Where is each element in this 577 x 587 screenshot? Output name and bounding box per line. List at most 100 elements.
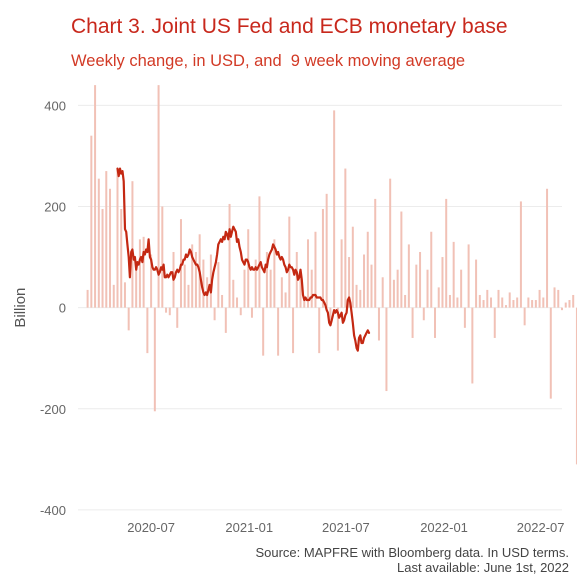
weekly-change-bar: [351, 226, 354, 308]
weekly-change-bar: [471, 307, 474, 384]
weekly-change-bar: [415, 264, 418, 308]
weekly-change-bar: [254, 259, 257, 308]
weekly-change-bar: [116, 168, 119, 308]
weekly-change-bar: [348, 257, 351, 308]
weekly-change-bar: [404, 294, 407, 308]
weekly-change-bar: [355, 284, 358, 308]
weekly-change-bar: [534, 300, 537, 308]
weekly-change-bar: [501, 297, 504, 308]
weekly-change-bar: [243, 269, 246, 308]
weekly-change-bar: [262, 307, 265, 356]
y-tick-label: -400: [40, 503, 66, 518]
weekly-change-bar: [321, 209, 324, 308]
weekly-change-bar: [437, 287, 440, 308]
weekly-change-bar: [258, 196, 261, 308]
weekly-change-bar: [303, 300, 306, 308]
weekly-change-bar: [202, 259, 205, 308]
weekly-change-bar: [359, 289, 362, 308]
weekly-change-bar: [120, 209, 123, 308]
weekly-change-bar: [564, 302, 567, 308]
chart-title: Chart 3. Joint US Fed and ECB monetary b…: [71, 15, 508, 38]
weekly-change-bar: [568, 300, 571, 308]
chart-subtitle: Weekly change, in USD, and 9 week moving…: [71, 52, 466, 70]
y-tick-label: 200: [44, 199, 66, 214]
weekly-change-bar: [546, 188, 549, 308]
weekly-change-bar: [445, 198, 448, 308]
weekly-change-bar: [392, 279, 395, 308]
weekly-change-bar: [460, 269, 463, 308]
weekly-change-bar: [497, 289, 500, 308]
weekly-change-bar: [247, 229, 250, 308]
weekly-change-bar: [176, 307, 179, 328]
weekly-change-bar: [168, 307, 171, 316]
x-tick-label: 2021-01: [225, 520, 273, 535]
weekly-change-bar: [456, 297, 459, 308]
weekly-change-bar: [288, 216, 291, 308]
weekly-change-bar: [433, 307, 436, 338]
y-tick-label: -200: [40, 402, 66, 417]
weekly-change-bar: [277, 307, 280, 356]
weekly-change-bar: [430, 231, 433, 308]
weekly-change-bar: [86, 289, 89, 308]
weekly-change-bar: [157, 85, 160, 308]
weekly-change-bar: [363, 254, 366, 308]
weekly-change-bar: [292, 307, 295, 354]
weekly-change-bar: [377, 307, 380, 341]
weekly-change-bar: [374, 198, 377, 308]
weekly-change-bar: [527, 297, 530, 308]
weekly-change-bar: [142, 236, 145, 308]
weekly-change-bar: [531, 300, 534, 308]
weekly-change-bar: [295, 251, 298, 308]
weekly-change-bar: [344, 168, 347, 308]
weekly-change-bar: [284, 292, 287, 308]
weekly-change-bar: [150, 254, 153, 308]
x-tick-label: 2021-07: [322, 520, 370, 535]
weekly-change-bar: [165, 307, 168, 313]
x-tick-label: 2020-07: [127, 520, 175, 535]
source-note: Source: MAPFRE with Bloomberg data. In U…: [255, 545, 569, 560]
x-tick-label: 2022-01: [420, 520, 468, 535]
weekly-change-bar: [325, 193, 328, 308]
weekly-change-bar: [138, 239, 141, 308]
weekly-change-bar: [213, 307, 216, 321]
weekly-change-bar: [97, 178, 100, 308]
weekly-change-bar: [553, 287, 556, 308]
weekly-change-bar: [191, 244, 194, 308]
weekly-change-bar: [538, 289, 541, 308]
weekly-change-bar: [90, 135, 93, 308]
weekly-change-bar: [523, 307, 526, 326]
weekly-change-bar: [224, 307, 227, 333]
weekly-change-bar: [340, 239, 343, 308]
weekly-change-bar: [486, 289, 489, 308]
weekly-change-bar: [561, 307, 563, 311]
weekly-change-bar: [94, 85, 97, 308]
weekly-change-bar: [127, 307, 130, 331]
weekly-change-bar: [411, 307, 414, 338]
weekly-change-bar: [333, 110, 336, 308]
weekly-change-bar: [575, 307, 577, 465]
weekly-change-bar: [441, 257, 444, 308]
weekly-change-bar: [161, 206, 164, 308]
weekly-change-bar: [269, 269, 272, 308]
weekly-change-bar: [146, 307, 149, 354]
weekly-change-bar: [250, 307, 253, 318]
weekly-change-bar: [101, 209, 104, 308]
weekly-change-bar: [135, 267, 138, 308]
weekly-change-bar: [549, 307, 552, 399]
weekly-change-bar: [217, 262, 220, 308]
weekly-change-bar: [183, 264, 186, 308]
weekly-change-bar: [426, 269, 429, 308]
weekly-change-bar: [329, 307, 332, 326]
chart-source: Source: MAPFRE with Bloomberg data. In U…: [255, 545, 569, 575]
weekly-change-bar: [280, 277, 283, 308]
weekly-change-bar: [209, 254, 212, 308]
weekly-change-bar: [370, 264, 373, 308]
weekly-change-bar: [389, 178, 392, 308]
y-axis-label: Billion: [12, 288, 29, 328]
weekly-change-bar: [475, 259, 478, 308]
last-available-note: Last available: June 1st, 2022: [396, 560, 569, 575]
weekly-change-bar: [228, 203, 231, 308]
y-tick-label: 400: [44, 98, 66, 113]
weekly-change-bar: [187, 284, 190, 308]
weekly-change-bar: [508, 292, 511, 308]
